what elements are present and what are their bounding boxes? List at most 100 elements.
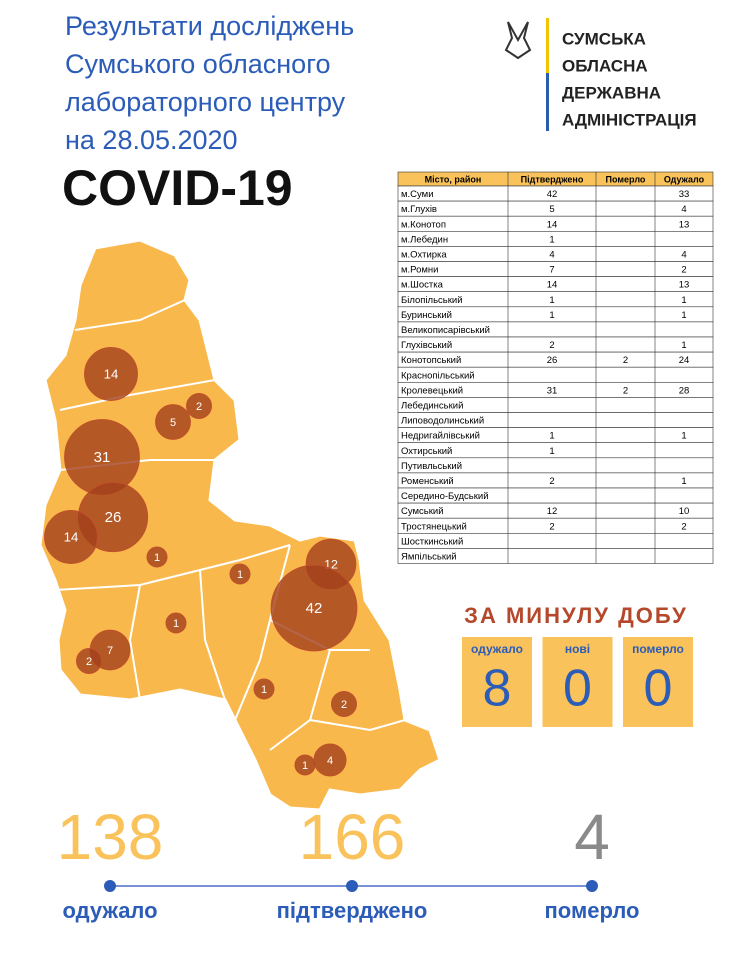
column-header: Місто, район [425, 174, 482, 184]
total-label: одужало [62, 898, 157, 923]
column-header: Підтверджено [521, 174, 584, 184]
table-cell: м.Лебедин [401, 234, 448, 245]
daily-label: нові [565, 642, 590, 656]
bubble [84, 347, 138, 401]
table-cell: 42 [547, 189, 558, 200]
table-cell: Сумський [401, 506, 444, 517]
bubble-label: 1 [173, 618, 179, 630]
table-cell: м.Охтирка [401, 249, 447, 260]
bubble-label: 4 [327, 755, 333, 767]
table-cell: м.Ромни [401, 265, 438, 276]
bubble-label: 1 [154, 552, 160, 564]
table-cell: 2 [623, 355, 628, 366]
table-cell: 1 [549, 431, 554, 442]
table-row [397, 261, 714, 277]
bubble [294, 754, 316, 776]
daily-value: 0 [644, 660, 673, 718]
table-cell: Середино-Будський [401, 491, 489, 502]
table-cell: м.Глухів [401, 204, 437, 215]
logo [504, 18, 549, 131]
table-cell: 7 [549, 265, 554, 276]
table-cell: Білопільський [401, 295, 463, 306]
table-cell: Лебединський [401, 400, 463, 411]
daily-box [623, 637, 693, 727]
table-cell: 4 [681, 249, 686, 260]
table-cell: 2 [681, 521, 686, 532]
total-value: 138 [57, 801, 164, 873]
table-cell: Конотопський [401, 355, 461, 366]
daily-label: одужало [471, 642, 523, 656]
table-cell: Кролевецький [401, 385, 463, 396]
table-cell: 1 [549, 234, 554, 245]
table-cell: 12 [547, 506, 558, 517]
bubble-label: 26 [105, 509, 122, 526]
total-value: 4 [574, 801, 610, 873]
table-cell: 10 [679, 506, 690, 517]
bubble-label: 14 [64, 530, 79, 545]
table-cell: 4 [549, 249, 554, 260]
logo-line: АДМІНІСТРАЦІЯ [562, 110, 697, 129]
bubble [155, 404, 191, 440]
bubble-label: 2 [86, 656, 92, 668]
table-cell: 2 [549, 340, 554, 351]
table-cell: Тростянецький [401, 521, 467, 532]
bubble-label: 7 [107, 645, 113, 657]
table-row [397, 200, 714, 217]
table-cell: 13 [679, 219, 690, 230]
logo-line: ДЕРЖАВНА [562, 83, 661, 102]
bubble-label: 1 [237, 569, 243, 581]
table-cell: 1 [681, 431, 686, 442]
table-cell: 24 [679, 355, 690, 366]
title-line: на 28.05.2020 [65, 125, 238, 155]
bubble-label: 1 [302, 760, 308, 772]
bubble-label: 31 [94, 449, 111, 466]
total-label: померло [545, 898, 640, 923]
bubble [44, 510, 98, 564]
table-cell: 1 [549, 295, 554, 306]
subtitle: COVID-19 [62, 160, 293, 216]
daily-box [462, 637, 532, 727]
table-row [397, 548, 714, 564]
table-cell: м.Шостка [401, 280, 444, 291]
timeline-dot [104, 880, 116, 892]
table-cell: Шосткинський [401, 536, 463, 547]
table-cell: 2 [681, 265, 686, 276]
table-cell: 1 [549, 446, 554, 457]
bubble [76, 648, 102, 674]
table-cell: Буринський [401, 310, 452, 321]
title-line: Результати досліджень [65, 11, 354, 41]
table-cell: 5 [549, 204, 554, 215]
bubble-label: 2 [341, 699, 347, 711]
logo-line: СУМСЬКА [562, 29, 646, 48]
logo-line: ОБЛАСНА [562, 56, 648, 75]
table-cell: Охтирський [401, 446, 452, 457]
table-cell: 2 [549, 476, 554, 487]
table-cell: Липоводолинський [401, 416, 484, 427]
table-cell: 13 [679, 280, 690, 291]
daily-value: 0 [563, 660, 592, 718]
bubble-label: 5 [170, 417, 176, 429]
total-label: підтверджено [277, 898, 428, 923]
table-cell: 1 [681, 295, 686, 306]
table-cell: 28 [679, 385, 690, 396]
bubble-label: 42 [306, 600, 323, 617]
bubble-label: 1 [261, 684, 267, 696]
title-line: лабораторного центру [65, 87, 346, 117]
bubble-label: 14 [104, 367, 119, 382]
daily-label: померло [632, 642, 684, 656]
column-header: Померло [606, 174, 646, 184]
table-cell: 4 [681, 204, 686, 215]
timeline-dot [586, 880, 598, 892]
table-cell: 1 [549, 310, 554, 321]
timeline-dot [346, 880, 358, 892]
title-line: Сумського обласного [65, 49, 330, 79]
bubble [146, 546, 168, 568]
daily-box [542, 637, 613, 727]
table-cell: Роменський [401, 476, 454, 487]
table-cell: 2 [623, 385, 628, 396]
table-cell: м.Суми [401, 189, 434, 200]
bubble-label: 2 [196, 401, 202, 413]
table-cell: Недригайлівський [401, 431, 480, 442]
